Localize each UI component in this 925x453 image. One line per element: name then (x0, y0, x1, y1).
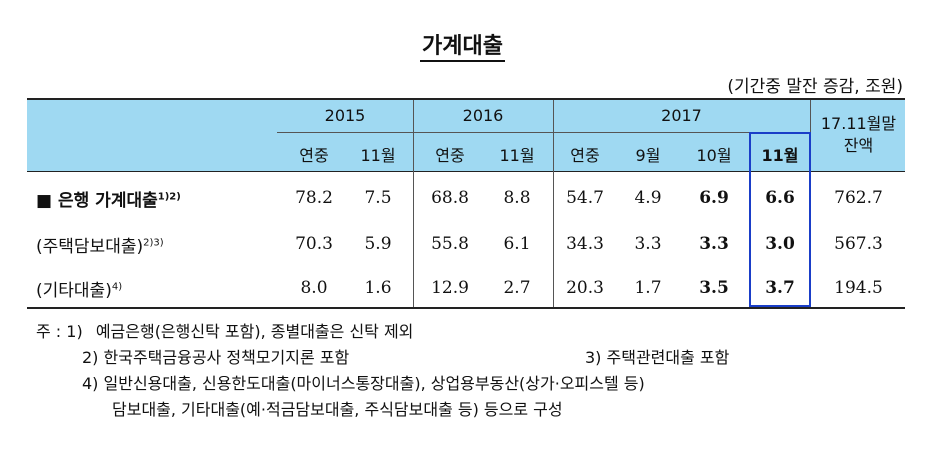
table-cell: 12.9 (431, 278, 469, 298)
table-cell: 7.5 (364, 188, 392, 208)
current-month-highlight (749, 132, 811, 307)
table-cell: 8.0 (300, 278, 328, 298)
header-balance: 17.11월말 잔액 (820, 114, 897, 155)
header-year-2016: 2016 (462, 106, 504, 125)
footnote-4: 4) 일반신용대출, 신용한도대출(마이너스통장대출), 상업용부동산(상가·오… (82, 374, 645, 393)
unit-note: (기간중 말잔 증감, 조원) (727, 77, 903, 97)
table-cell: 78.2 (295, 188, 333, 208)
header-period: 11월 (360, 146, 396, 165)
table-cell: 5.9 (364, 234, 392, 254)
table-cell: 6.6 (765, 188, 795, 208)
header-period: 연중 (435, 146, 465, 165)
table-cell: 1.7 (634, 278, 662, 298)
page-title: 가계대출 (0, 28, 925, 62)
footnote-4-continued: 담보대출, 기타대출(예·적금담보대출, 주식담보대출 등) 등으로 구성 (112, 400, 563, 419)
col-divider-2015 (413, 100, 414, 307)
footnote-prefix: 주 : 1) (36, 322, 83, 341)
footnote-text: 예금은행(은행신탁 포함), 종별대출은 신탁 제외 (95, 322, 414, 341)
col-divider-2016 (553, 100, 554, 307)
table-cell: 34.3 (566, 234, 604, 254)
row-label-household-loans: ■ 은행 가계대출1)2) (36, 186, 181, 211)
table-cell: 3.3 (699, 234, 729, 254)
header-year-2017: 2017 (661, 106, 702, 125)
year-divider-rule (277, 132, 810, 133)
row-marker: ■ (36, 191, 53, 211)
table-cell: 55.8 (431, 234, 469, 254)
table-cell: 68.8 (431, 188, 469, 208)
table-cell: 54.7 (566, 188, 604, 208)
table-cell: 3.5 (699, 278, 729, 298)
table-cell: 70.3 (295, 234, 333, 254)
row-footnote-ref: 2)3) (143, 237, 164, 249)
row-label-text: (기타대출) (36, 281, 112, 301)
table-cell: 2.7 (503, 278, 531, 298)
row-footnote-ref: 4) (111, 281, 123, 293)
row-label-other-loans: (기타대출)4) (36, 276, 122, 301)
footnote-1: 주 : 1) 예금은행(은행신탁 포함), 종별대출은 신탁 제외 (36, 318, 413, 342)
table-cell: 3.0 (765, 234, 795, 254)
table-cell: 3.7 (765, 278, 795, 298)
row-label-text: 은행 가계대출 (57, 191, 158, 211)
table-cell: 567.3 (834, 234, 883, 254)
header-period: 연중 (299, 146, 329, 165)
header-year-2015: 2015 (324, 106, 366, 125)
table-header-background (27, 98, 905, 172)
table-top-rule (27, 98, 905, 100)
table-cell: 4.9 (634, 188, 662, 208)
header-period: 연중 (570, 146, 600, 165)
table-cell: 762.7 (834, 188, 883, 208)
header-period: 10월 (696, 146, 732, 165)
header-bottom-rule (27, 171, 905, 172)
header-period: 11월 (499, 146, 535, 165)
table-cell: 20.3 (566, 278, 604, 298)
footnote-3: 3) 주택관련대출 포함 (585, 348, 730, 367)
footnote-2: 2) 한국주택금융공사 정책모기지론 포함 (82, 348, 350, 367)
header-period-current: 11월 (761, 146, 799, 165)
table-cell: 194.5 (834, 278, 883, 298)
row-label-mortgage: (주택담보대출)2)3) (36, 232, 164, 257)
table-cell: 6.1 (503, 234, 531, 254)
table-cell: 6.9 (699, 188, 729, 208)
row-label-text: (주택담보대출) (36, 237, 144, 257)
row-footnote-ref: 1)2) (157, 191, 181, 203)
table-bottom-rule (27, 307, 905, 309)
table-cell: 1.6 (364, 278, 392, 298)
header-period: 9월 (635, 146, 661, 165)
table-cell: 3.3 (634, 234, 662, 254)
table-cell: 8.8 (503, 188, 531, 208)
